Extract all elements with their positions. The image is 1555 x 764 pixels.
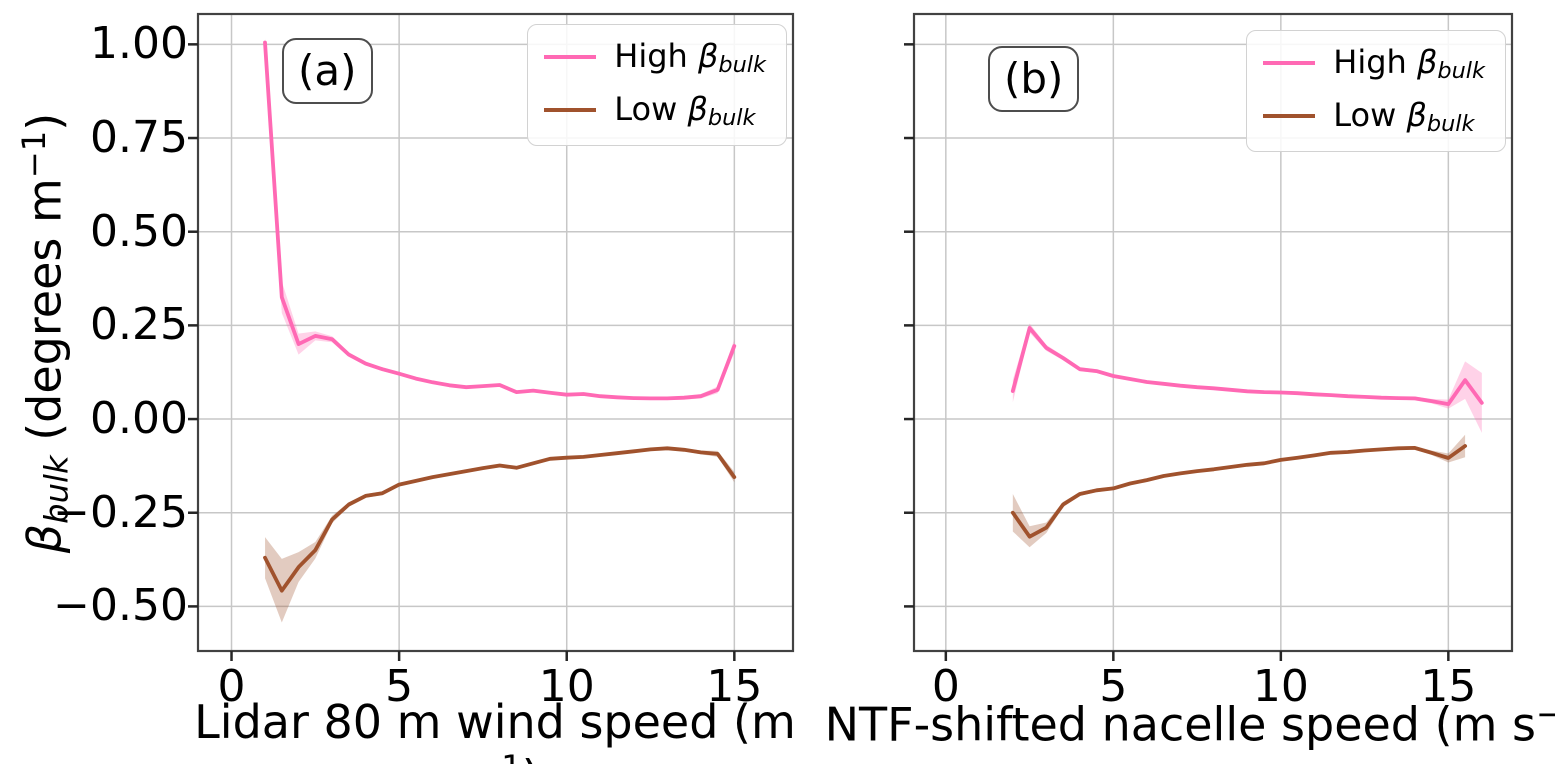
y-tick-label: −0.50 <box>53 580 188 632</box>
low-series-swatch <box>544 108 597 113</box>
x-tick-label: 0 <box>217 661 246 712</box>
y-tick-label: 1.00 <box>90 18 188 70</box>
axes-spines <box>196 12 795 653</box>
x-tick-label: 10 <box>538 661 595 712</box>
y-tick-label: −0.25 <box>53 486 188 538</box>
legend-item-low: Low βbulk <box>1263 96 1485 137</box>
legend-label-low: Low βbulk <box>614 89 756 131</box>
x-axis-label-panel-a: Lidar 80 m wind speed (m s−1) <box>194 695 796 764</box>
low-series-swatch <box>1263 114 1316 119</box>
high-series-line <box>1010 326 1484 406</box>
axes-spines <box>912 12 1514 653</box>
legend-label-high: High βbulk <box>1333 43 1485 84</box>
legend-item-high: High βbulk <box>1263 43 1485 84</box>
legend-item-low: Low βbulk <box>544 90 766 131</box>
x-axis-label-panel-b: NTF-shifted nacelle speed (m s−1) <box>824 695 1555 752</box>
panel-b-tag: (b) <box>988 46 1080 112</box>
legend-label-low: Low βbulk <box>1333 95 1475 137</box>
x-tick-label: 5 <box>1099 661 1128 712</box>
low-series-line <box>263 446 737 593</box>
y-tick-label: 0.50 <box>90 205 188 257</box>
low-series-line <box>1010 444 1467 539</box>
x-tick-label: 5 <box>385 661 414 712</box>
low-series-error-band <box>1012 434 1466 548</box>
legend-item-high: High βbulk <box>544 37 766 78</box>
x-tick-label: 10 <box>1252 661 1309 712</box>
legend-label-high: High βbulk <box>614 37 766 78</box>
high-series-swatch <box>1263 61 1316 66</box>
high-series-swatch <box>544 55 597 60</box>
y-tick-label: 0.25 <box>90 299 188 351</box>
high-series-error-band <box>1012 323 1482 433</box>
legend-panel-b: High βbulk Low βbulk <box>1246 30 1506 152</box>
x-tick-label: 15 <box>706 661 763 712</box>
x-tick-label: 15 <box>1420 661 1477 712</box>
low-series-error-band <box>265 446 735 623</box>
high-series-line <box>263 40 737 401</box>
panel-a-tag: (a) <box>282 38 373 104</box>
legend-panel-a: High βbulk Low βbulk <box>527 24 787 146</box>
y-tick-label: 0.75 <box>90 112 188 164</box>
y-tick-label: 0.00 <box>90 393 188 445</box>
x-tick-label: 0 <box>931 661 960 712</box>
